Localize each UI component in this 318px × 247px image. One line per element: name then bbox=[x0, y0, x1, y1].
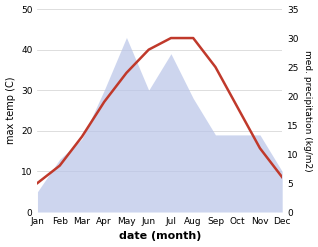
Y-axis label: med. precipitation (kg/m2): med. precipitation (kg/m2) bbox=[303, 50, 313, 171]
X-axis label: date (month): date (month) bbox=[119, 231, 201, 242]
Y-axis label: max temp (C): max temp (C) bbox=[5, 77, 16, 144]
